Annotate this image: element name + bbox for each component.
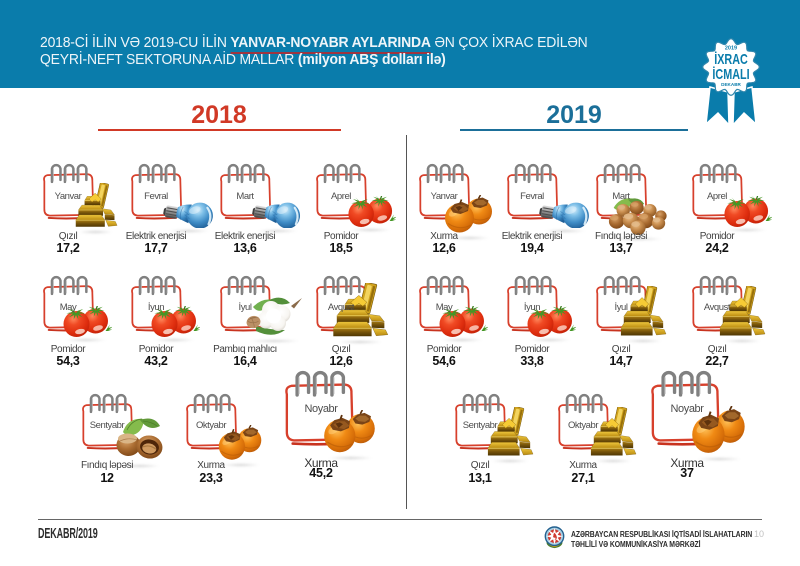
svg-text:İXRAC: İXRAC bbox=[714, 50, 748, 67]
svg-text:DEKABR: DEKABR bbox=[721, 82, 741, 87]
svg-text:2019: 2019 bbox=[725, 46, 737, 52]
svg-text:İCMALI: İCMALI bbox=[712, 65, 749, 82]
